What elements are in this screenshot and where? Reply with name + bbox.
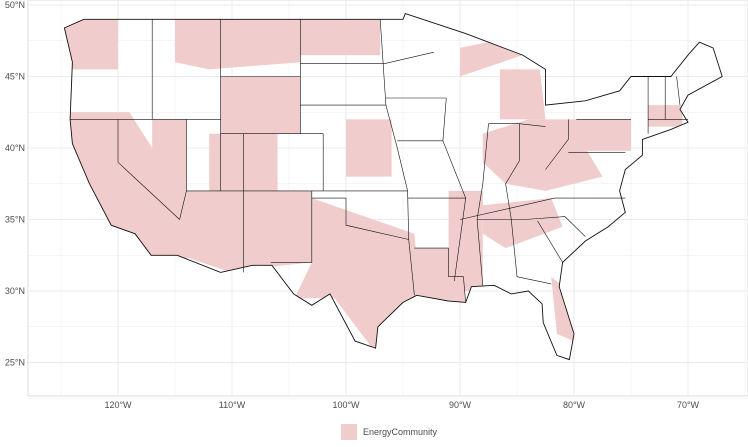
state-border [516, 276, 552, 285]
y-axis-label: 50°N [5, 0, 25, 10]
state-border [117, 119, 180, 220]
state-border [448, 248, 466, 303]
state-border [676, 76, 681, 106]
energy-community-area [346, 119, 392, 177]
state-border [505, 123, 520, 277]
state-border [545, 119, 569, 170]
x-axis-label: 120°W [104, 400, 132, 410]
state-border [537, 220, 563, 263]
y-axis-label: 30°N [5, 286, 25, 296]
energy-community-area [482, 198, 563, 249]
y-axis-label: 25°N [5, 358, 25, 368]
energy-community-area [568, 119, 631, 151]
legend-key [341, 424, 357, 440]
energy-community-area [294, 198, 421, 352]
x-axis-label: 110°W [219, 400, 246, 410]
state-border [476, 123, 489, 286]
energy-community-areas [64, 13, 683, 352]
state-border [379, 19, 415, 296]
energy-community-area [499, 69, 546, 120]
x-axis-label: 80°W [563, 400, 586, 410]
state-border [384, 51, 434, 64]
energy-community-area [220, 76, 301, 134]
legend-label: EnergyCommunity [363, 427, 438, 437]
y-axis-label: 35°N [5, 215, 25, 225]
energy-community-area [243, 190, 312, 270]
y-axis-label: 45°N [5, 72, 25, 82]
energy-community-area [64, 13, 118, 70]
energy-community-area [180, 190, 244, 277]
state-border [459, 197, 626, 220]
energy-community-area [414, 248, 466, 303]
state-border [442, 97, 467, 282]
y-axis-label: 40°N [5, 143, 25, 153]
state-border [270, 190, 313, 263]
axis-labels: 50°N 45°N 40°N 35°N 30°N 25°N 120°W 110°W 100°W 9… [5, 0, 700, 410]
us-outline [63, 13, 723, 361]
energy-community-area [175, 19, 301, 70]
state-borders [70, 19, 688, 303]
state-border [488, 123, 546, 127]
energy-community-area [300, 19, 381, 56]
state-border [311, 197, 409, 240]
x-axis-label: 100°W [332, 400, 360, 410]
state-border [477, 216, 586, 237]
energy-community-area [152, 119, 187, 206]
energy-community-area [460, 40, 523, 77]
x-axis-label: 70°W [677, 400, 700, 410]
x-axis-label: 90°W [449, 400, 472, 410]
